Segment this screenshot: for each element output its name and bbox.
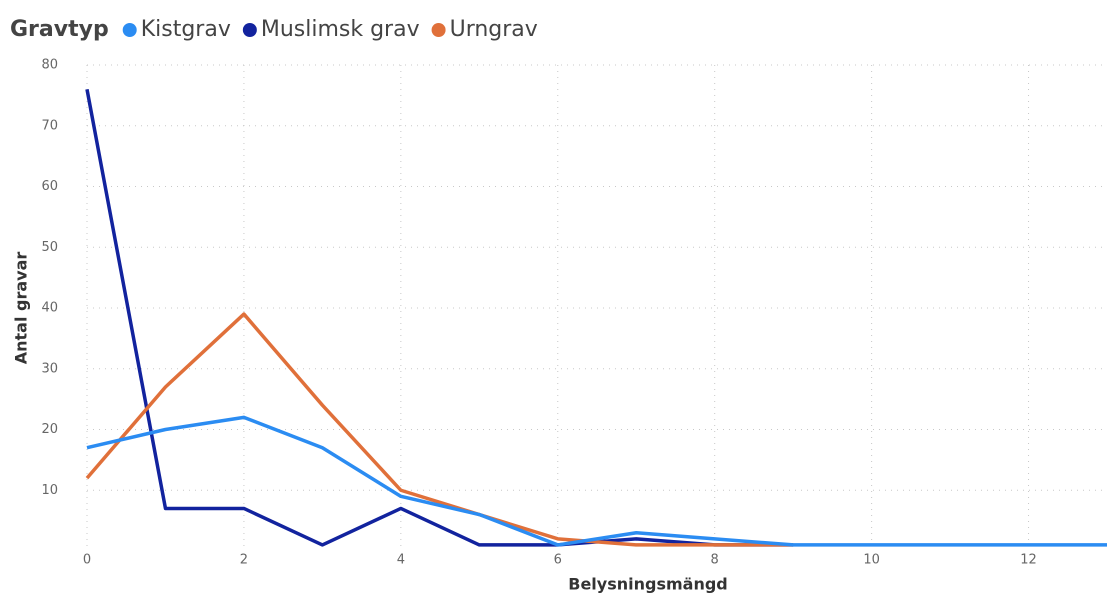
x-tick-label: 10	[863, 553, 880, 568]
x-tick-label: 6	[554, 553, 562, 568]
line-series	[86, 415, 1107, 547]
x-axis-title: Belysningsmängd	[568, 575, 728, 594]
grid	[86, 64, 1107, 551]
x-tick-label: 4	[397, 553, 405, 568]
legend-title: Gravtyp	[10, 17, 109, 42]
y-tick-label: 40	[41, 301, 58, 316]
x-tick-label: 0	[83, 553, 91, 568]
legend-label: Kistgrav	[141, 17, 231, 42]
legend-marker	[242, 23, 257, 37]
y-tick-label: 20	[41, 422, 58, 437]
x-tick-label: 8	[711, 553, 719, 568]
legend-label: Muslimsk grav	[261, 17, 420, 42]
legend: Gravtyp Kistgrav Muslimsk grav Urngrav	[10, 17, 538, 42]
y-tick-label: 70	[41, 118, 58, 133]
y-tick-label: 60	[41, 179, 58, 194]
line-series	[85, 88, 794, 547]
y-tick-label: 50	[41, 240, 58, 255]
legend-label: Urngrav	[450, 17, 538, 42]
x-tick-label: 2	[240, 553, 248, 568]
y-axis-title: Antal gravar	[12, 252, 31, 365]
y-tick-label: 30	[41, 361, 58, 376]
line-series	[85, 312, 794, 547]
y-tick-label: 10	[41, 483, 58, 498]
x-tick-label: 12	[1020, 553, 1037, 568]
legend-marker	[122, 23, 137, 37]
y-tick-label: 80	[41, 58, 58, 73]
legend-marker	[431, 23, 446, 37]
